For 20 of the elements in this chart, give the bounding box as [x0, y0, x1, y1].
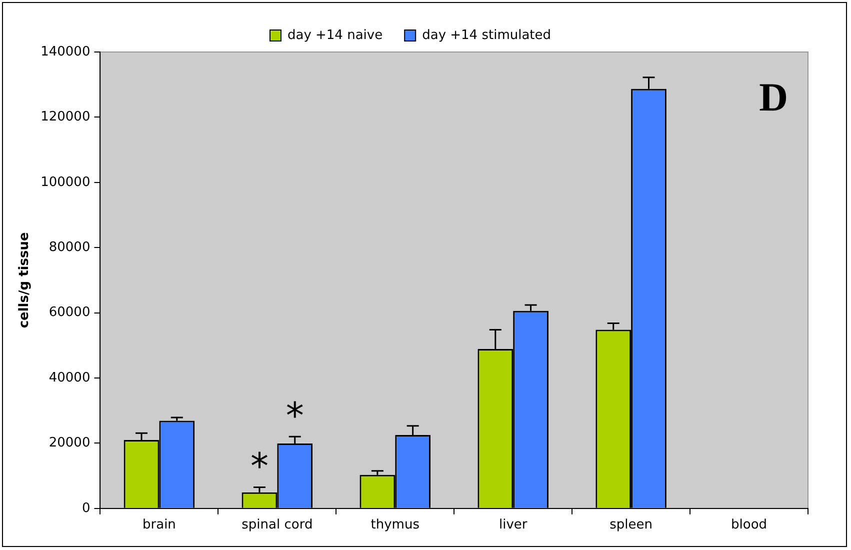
y-tick-label: 40000: [48, 370, 90, 386]
x-tick-label: brain: [142, 518, 176, 533]
y-tick-label: 20000: [48, 436, 90, 451]
x-tick-label: thymus: [370, 518, 420, 533]
y-tick-label: 0: [82, 500, 90, 516]
x-tick-label: spleen: [610, 518, 652, 533]
y-axis-title: cells/g tissue: [17, 232, 32, 328]
legend-label: day +14 naive: [287, 28, 383, 43]
annotation: D: [759, 74, 788, 120]
y-tick-label: 100000: [40, 174, 90, 190]
x-tick-label: spinal cord: [242, 518, 313, 533]
y-tick-label: 140000: [40, 44, 90, 60]
y-tick-label: 60000: [48, 305, 90, 320]
data-label: *: [250, 446, 268, 488]
y-tick-label: 80000: [48, 240, 90, 255]
x-tick-label: blood: [731, 518, 768, 533]
y-tick-label: 120000: [40, 110, 90, 125]
x-tick-label: liver: [498, 518, 528, 533]
data-label: *: [286, 396, 304, 438]
legend-label: day +14 stimulated: [422, 28, 552, 43]
